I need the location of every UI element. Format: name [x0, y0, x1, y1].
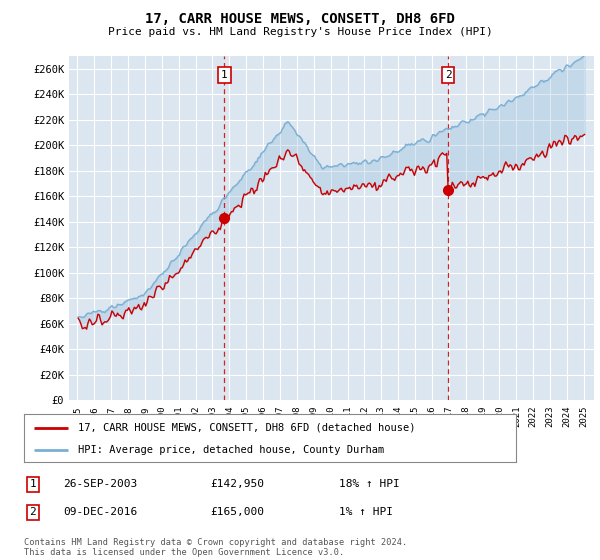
Text: £165,000: £165,000 — [210, 507, 264, 517]
Text: 2: 2 — [445, 70, 451, 80]
Text: 2: 2 — [29, 507, 37, 517]
Text: 1% ↑ HPI: 1% ↑ HPI — [339, 507, 393, 517]
Text: Price paid vs. HM Land Registry's House Price Index (HPI): Price paid vs. HM Land Registry's House … — [107, 27, 493, 37]
Text: 1: 1 — [221, 70, 228, 80]
Text: 18% ↑ HPI: 18% ↑ HPI — [339, 479, 400, 489]
Text: 09-DEC-2016: 09-DEC-2016 — [63, 507, 137, 517]
Text: £142,950: £142,950 — [210, 479, 264, 489]
Text: 1: 1 — [29, 479, 37, 489]
Text: Contains HM Land Registry data © Crown copyright and database right 2024.
This d: Contains HM Land Registry data © Crown c… — [24, 538, 407, 557]
Text: 17, CARR HOUSE MEWS, CONSETT, DH8 6FD: 17, CARR HOUSE MEWS, CONSETT, DH8 6FD — [145, 12, 455, 26]
Text: HPI: Average price, detached house, County Durham: HPI: Average price, detached house, Coun… — [78, 445, 385, 455]
Text: 17, CARR HOUSE MEWS, CONSETT, DH8 6FD (detached house): 17, CARR HOUSE MEWS, CONSETT, DH8 6FD (d… — [78, 423, 416, 433]
Text: 26-SEP-2003: 26-SEP-2003 — [63, 479, 137, 489]
